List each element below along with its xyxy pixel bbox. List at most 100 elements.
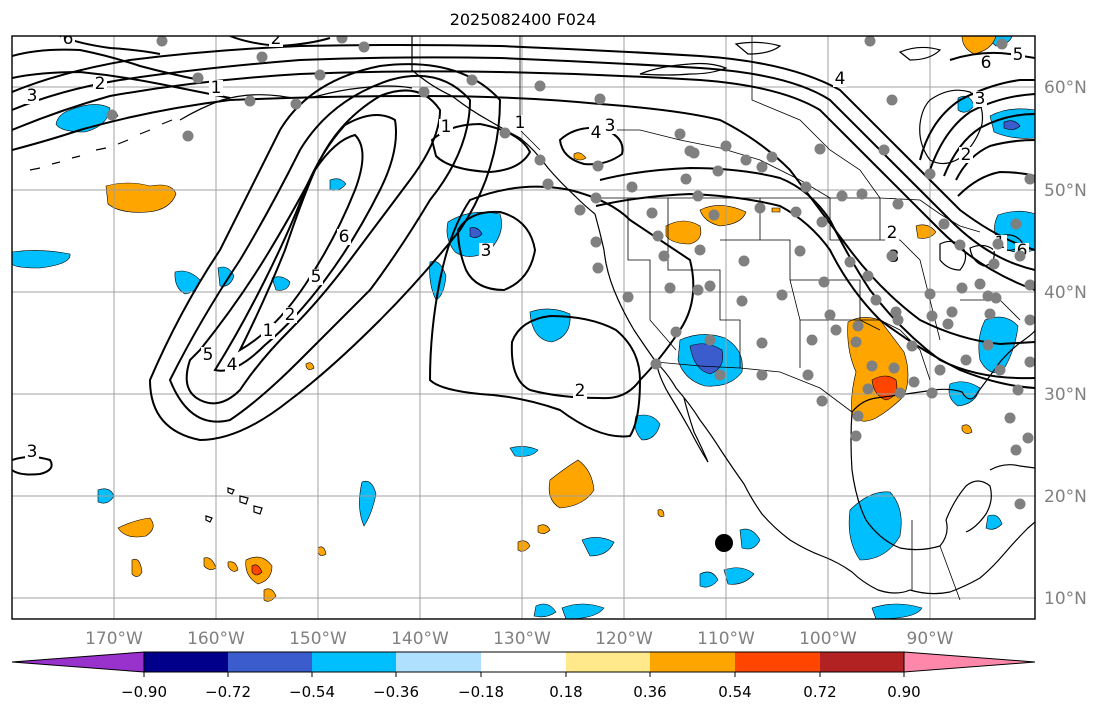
station-dot xyxy=(890,306,902,318)
contour-label: 3 xyxy=(27,442,38,462)
colorbar-extend-min xyxy=(11,651,145,673)
station-dot xyxy=(1024,314,1035,326)
map-area: 622311431652135432165323264 xyxy=(12,29,1035,619)
station-dot xyxy=(906,340,918,352)
station-dot xyxy=(816,395,828,407)
station-dot xyxy=(692,190,704,202)
station-dot xyxy=(314,69,326,81)
station-dot xyxy=(942,318,954,330)
colorbar-segment xyxy=(228,652,312,672)
contour-label-bg xyxy=(25,444,39,460)
station-dot xyxy=(650,358,662,370)
colorbar-tick-label: 0.54 xyxy=(718,683,751,701)
station-dot xyxy=(974,278,986,290)
station-dot xyxy=(466,74,478,86)
colorbar-outline xyxy=(143,651,905,673)
station-dot xyxy=(652,230,664,242)
colorbar: −0.90 −0.72 −0.54 −0.36 −0.18 0.18 0.36 0.54 0.7… xyxy=(11,651,1036,701)
contour-label: 6 xyxy=(339,227,350,247)
station-dot xyxy=(244,95,256,107)
station-markers xyxy=(106,36,1035,510)
station-dot xyxy=(708,209,720,221)
colorbar-tick-label: 0.90 xyxy=(887,683,920,701)
station-dot xyxy=(894,387,906,399)
contour-label-bg xyxy=(833,71,847,87)
station-dot xyxy=(982,290,994,302)
station-dot xyxy=(870,294,882,306)
station-dot xyxy=(866,360,878,372)
contour-label-bg xyxy=(261,323,275,339)
station-dot xyxy=(1012,384,1024,396)
station-dot xyxy=(680,173,692,185)
station-dot xyxy=(802,369,814,381)
station-dot xyxy=(290,98,302,110)
colorbar-tick-label: −0.54 xyxy=(289,683,335,701)
station-dot xyxy=(886,250,898,262)
station-dot xyxy=(818,276,830,288)
station-dot xyxy=(256,51,268,63)
contour-lines xyxy=(12,36,1035,476)
contour-label-bg xyxy=(337,229,351,245)
contour-label-bg xyxy=(573,383,587,399)
contour-label-bg xyxy=(979,55,993,71)
colorbar-tick-label: 0.72 xyxy=(803,683,836,701)
station-dot xyxy=(938,218,950,230)
lon-tick-label: 120°W xyxy=(595,629,653,649)
station-dot xyxy=(924,168,936,180)
station-dot xyxy=(850,430,862,442)
contour-label: 3 xyxy=(605,116,616,136)
station-dot xyxy=(740,154,752,166)
station-dot xyxy=(534,154,546,166)
station-dot xyxy=(756,161,768,173)
station-dot xyxy=(756,337,768,349)
station-dot xyxy=(864,36,876,47)
station-dot xyxy=(836,190,848,202)
lon-tick-label: 170°W xyxy=(85,629,143,649)
colorbar-extend-max xyxy=(903,651,1036,673)
station-dot xyxy=(738,255,750,267)
contour-label: 5 xyxy=(311,267,322,287)
contour-label-bg xyxy=(283,307,297,323)
contour-label: 6 xyxy=(63,29,74,49)
contour-label-bg xyxy=(959,147,973,163)
station-dot xyxy=(592,160,604,172)
contour-label: 6 xyxy=(981,53,992,73)
station-dot xyxy=(926,387,938,399)
contour-label: 1 xyxy=(441,117,452,137)
station-dot xyxy=(694,244,706,256)
station-dot xyxy=(888,362,900,374)
contour-label-bg xyxy=(61,36,75,47)
station-dot xyxy=(336,36,348,44)
station-dot xyxy=(892,198,904,210)
station-dot xyxy=(1024,279,1035,291)
station-dot xyxy=(688,147,700,159)
contour-label-bg xyxy=(209,80,223,96)
colorbar-segment xyxy=(312,652,396,672)
station-dot xyxy=(946,306,958,318)
colorbar-segment xyxy=(481,652,566,672)
contour-label-bg xyxy=(885,225,899,241)
contour-label: 4 xyxy=(835,69,846,89)
station-dot xyxy=(670,326,682,338)
contour-label: 4 xyxy=(227,355,238,375)
station-dot xyxy=(756,369,768,381)
colorbar-tick-label: −0.72 xyxy=(205,683,251,701)
station-dot xyxy=(994,364,1006,376)
station-dot xyxy=(1014,250,1026,262)
station-dot xyxy=(590,192,602,204)
station-dot xyxy=(736,295,748,307)
contour-label-bg xyxy=(225,357,239,373)
station-dot xyxy=(982,339,994,351)
station-dot xyxy=(1022,432,1034,444)
station-dot xyxy=(714,369,726,381)
station-dot xyxy=(954,239,966,251)
contour-label: 4 xyxy=(591,123,602,143)
station-dot xyxy=(924,288,936,300)
station-dot xyxy=(794,245,806,257)
contour-label-bg xyxy=(25,88,39,104)
station-dot xyxy=(692,284,704,296)
colorbar-tick-label: −0.90 xyxy=(121,683,167,701)
station-dot xyxy=(156,36,168,47)
